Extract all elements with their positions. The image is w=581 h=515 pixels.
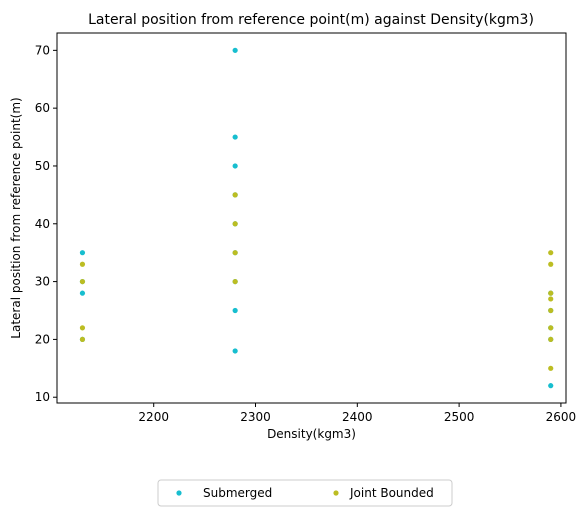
data-point (548, 296, 554, 302)
y-axis: 10 20 30 40 50 60 70 (35, 43, 57, 404)
data-point (232, 134, 238, 140)
data-point (79, 250, 86, 256)
data-point (79, 290, 86, 296)
data-point (79, 278, 86, 285)
x-axis-title: Density(kgm3) (267, 427, 356, 441)
legend-label: Submerged (203, 486, 272, 500)
y-tick-label: 30 (35, 275, 50, 289)
y-tick-label: 10 (35, 390, 50, 404)
data-point (548, 290, 554, 296)
data-points (79, 47, 554, 389)
y-axis-title: Lateral position from reference point(m) (9, 97, 23, 338)
data-point (548, 250, 554, 256)
x-axis: 2200 2300 2400 2500 2600 (138, 403, 576, 424)
legend-box (157, 479, 453, 507)
data-point (548, 365, 554, 371)
x-tick-label: 2500 (444, 410, 475, 424)
data-point (232, 221, 238, 227)
plot-area (56, 32, 567, 404)
series-submerged (79, 47, 554, 389)
data-point (232, 278, 238, 285)
y-tick-label: 70 (35, 43, 50, 57)
data-point (79, 261, 86, 267)
x-tick-label: 2400 (342, 410, 373, 424)
chart-title: Lateral position from reference point(m)… (88, 12, 534, 28)
data-point (232, 192, 238, 198)
y-tick-label: 60 (35, 101, 50, 115)
legend-marker (176, 490, 182, 496)
data-point (548, 325, 554, 331)
series-joint-bounded (79, 192, 554, 371)
y-tick-label: 40 (35, 217, 50, 231)
x-tick-label: 2300 (240, 410, 271, 424)
data-point (79, 325, 86, 331)
x-tick-label: 2200 (138, 410, 169, 424)
y-tick-label: 50 (35, 159, 50, 173)
legend-marker (333, 490, 339, 496)
data-point (232, 348, 238, 354)
data-point (232, 307, 238, 314)
y-tick-label: 20 (35, 332, 50, 346)
x-tick-label: 2600 (546, 410, 577, 424)
data-point (232, 250, 238, 256)
legend-label: Joint Bounded (349, 486, 434, 500)
data-point (548, 336, 554, 343)
data-point (548, 261, 554, 267)
data-point (79, 336, 86, 343)
data-point (232, 47, 238, 53)
legend: Submerged Joint Bounded (157, 479, 453, 507)
data-point (232, 163, 238, 169)
data-point (548, 307, 554, 314)
data-point (548, 383, 554, 389)
